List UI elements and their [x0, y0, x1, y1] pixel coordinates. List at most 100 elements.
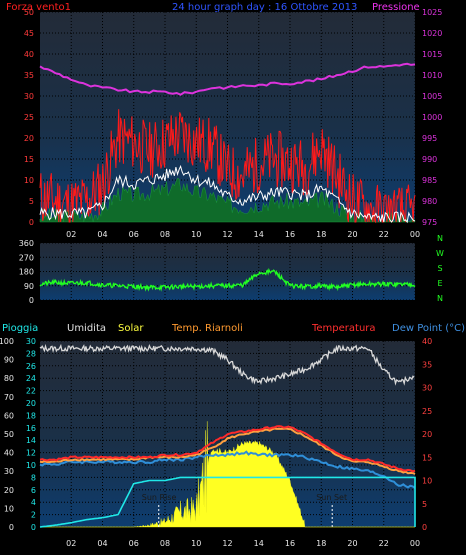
x-tick-label: 22: [379, 539, 389, 548]
percent-tick-label: 100: [0, 337, 14, 346]
pressure-tick-label: 1000: [422, 113, 442, 122]
rain-tick-label: 28: [26, 349, 36, 358]
rain-label: Pioggia: [2, 323, 38, 334]
x-tick-label: 22: [379, 230, 389, 239]
compass-letter: W: [436, 249, 444, 258]
temperature-line: [39, 425, 416, 473]
x-tick-label: 02: [66, 539, 76, 548]
x-tick-label: 20: [347, 230, 357, 239]
x-tick-label: 06: [129, 539, 139, 548]
wind-direction-line: [39, 267, 416, 292]
temperature-tick-label: 30: [422, 384, 432, 393]
rain-tick-label: 14: [26, 436, 36, 445]
temperature-tick-label: 0: [422, 523, 427, 532]
wind-axes: 0510152025303540455097598098599099510001…: [24, 8, 443, 239]
wind-tick-label: 35: [24, 71, 34, 80]
wind-tick-label: 40: [24, 50, 34, 59]
wind-tick-label: 0: [29, 218, 34, 227]
dewpoint-line: [39, 450, 416, 489]
x-tick-label: 02: [66, 230, 76, 239]
temperature-label: Temperatura: [311, 323, 376, 334]
humidity-label: Umidita: [67, 323, 106, 334]
rain-tick-label: 0: [31, 523, 36, 532]
direction-tick-label: 270: [19, 253, 34, 262]
x-tick-label: 18: [316, 539, 326, 548]
climate-axes: 0102030405060708090100024681012141618202…: [0, 337, 432, 548]
percent-tick-label: 10: [4, 504, 14, 513]
rain-tick-label: 10: [26, 461, 36, 470]
pressure-tick-label: 975: [422, 218, 437, 227]
wind-tick-label: 30: [24, 92, 34, 101]
x-tick-label: 12: [222, 230, 232, 239]
temp-sheltered-label: Temp. Riarnoli: [171, 323, 243, 334]
percent-tick-label: 20: [4, 486, 14, 495]
wind-tick-label: 20: [24, 134, 34, 143]
x-tick-label: 04: [97, 539, 107, 548]
direction-tick-label: 180: [19, 268, 34, 277]
wind-tick-label: 15: [24, 155, 34, 164]
x-tick-label: 00: [410, 539, 420, 548]
compass-letter: N: [437, 294, 443, 303]
x-tick-label: 18: [316, 230, 326, 239]
compass-letter: S: [437, 264, 442, 273]
rain-tick-label: 20: [26, 399, 36, 408]
temperature-tick-label: 35: [422, 360, 432, 369]
rain-tick-label: 6: [31, 486, 36, 495]
x-tick-label: 10: [191, 539, 201, 548]
rain-tick-label: 26: [26, 362, 36, 371]
direction-tick-label: 90: [24, 282, 34, 291]
humidity-line: [39, 343, 415, 386]
wind-series: [39, 62, 416, 224]
temp-sheltered-line: [39, 427, 416, 475]
pressure-tick-label: 985: [422, 176, 437, 185]
rain-tick-label: 8: [31, 473, 36, 482]
rain-tick-label: 30: [26, 337, 36, 346]
direction-series: [39, 267, 416, 292]
pressure-tick-label: 1025: [422, 8, 442, 17]
solar-area: [40, 421, 415, 528]
solar-label: Solar: [118, 323, 144, 334]
climate-series: [39, 343, 416, 528]
x-tick-label: 14: [254, 539, 264, 548]
percent-tick-label: 80: [4, 374, 14, 383]
chart-title: 24 hour graph day : 16 Ottobre 2013: [172, 2, 357, 13]
pressure-label: Pressione: [372, 2, 420, 13]
dewpoint-label: Dew Point (°C): [392, 323, 465, 334]
x-tick-label: 20: [347, 539, 357, 548]
x-tick-label: 16: [285, 230, 295, 239]
x-tick-label: 12: [222, 539, 232, 548]
percent-tick-label: 70: [4, 393, 14, 402]
wind-tick-label: 5: [29, 197, 34, 206]
rain-tick-label: 18: [26, 411, 36, 420]
wind-tick-label: 50: [24, 8, 34, 17]
percent-tick-label: 60: [4, 411, 14, 420]
rain-tick-label: 16: [26, 424, 36, 433]
temperature-tick-label: 15: [422, 453, 432, 462]
x-tick-label: 00: [410, 230, 420, 239]
rain-line: [39, 476, 416, 528]
pressure-tick-label: 1005: [422, 92, 442, 101]
rain-tick-label: 22: [26, 387, 36, 396]
wind-average-line: [39, 164, 416, 224]
temperature-tick-label: 5: [422, 500, 427, 509]
rain-tick-label: 24: [26, 374, 36, 383]
x-tick-label: 16: [285, 539, 295, 548]
x-tick-label: 08: [160, 539, 170, 548]
percent-tick-label: 40: [4, 449, 14, 458]
pressure-tick-label: 1010: [422, 71, 442, 80]
pressure-tick-label: 995: [422, 134, 437, 143]
x-tick-label: 14: [254, 230, 264, 239]
percent-tick-label: 30: [4, 467, 14, 476]
pressure-tick-label: 1015: [422, 50, 442, 59]
x-tick-label: 08: [160, 230, 170, 239]
sunset-annotation: Sun Set: [316, 493, 347, 502]
percent-tick-label: 90: [4, 356, 14, 365]
temperature-tick-label: 20: [422, 430, 432, 439]
wind-speed-line: [39, 109, 416, 224]
wind-speed-label: Forza vento1: [6, 2, 71, 13]
compass-letter: N: [437, 234, 443, 243]
rain-tick-label: 2: [31, 511, 36, 520]
direction-tick-label: 360: [19, 239, 34, 248]
